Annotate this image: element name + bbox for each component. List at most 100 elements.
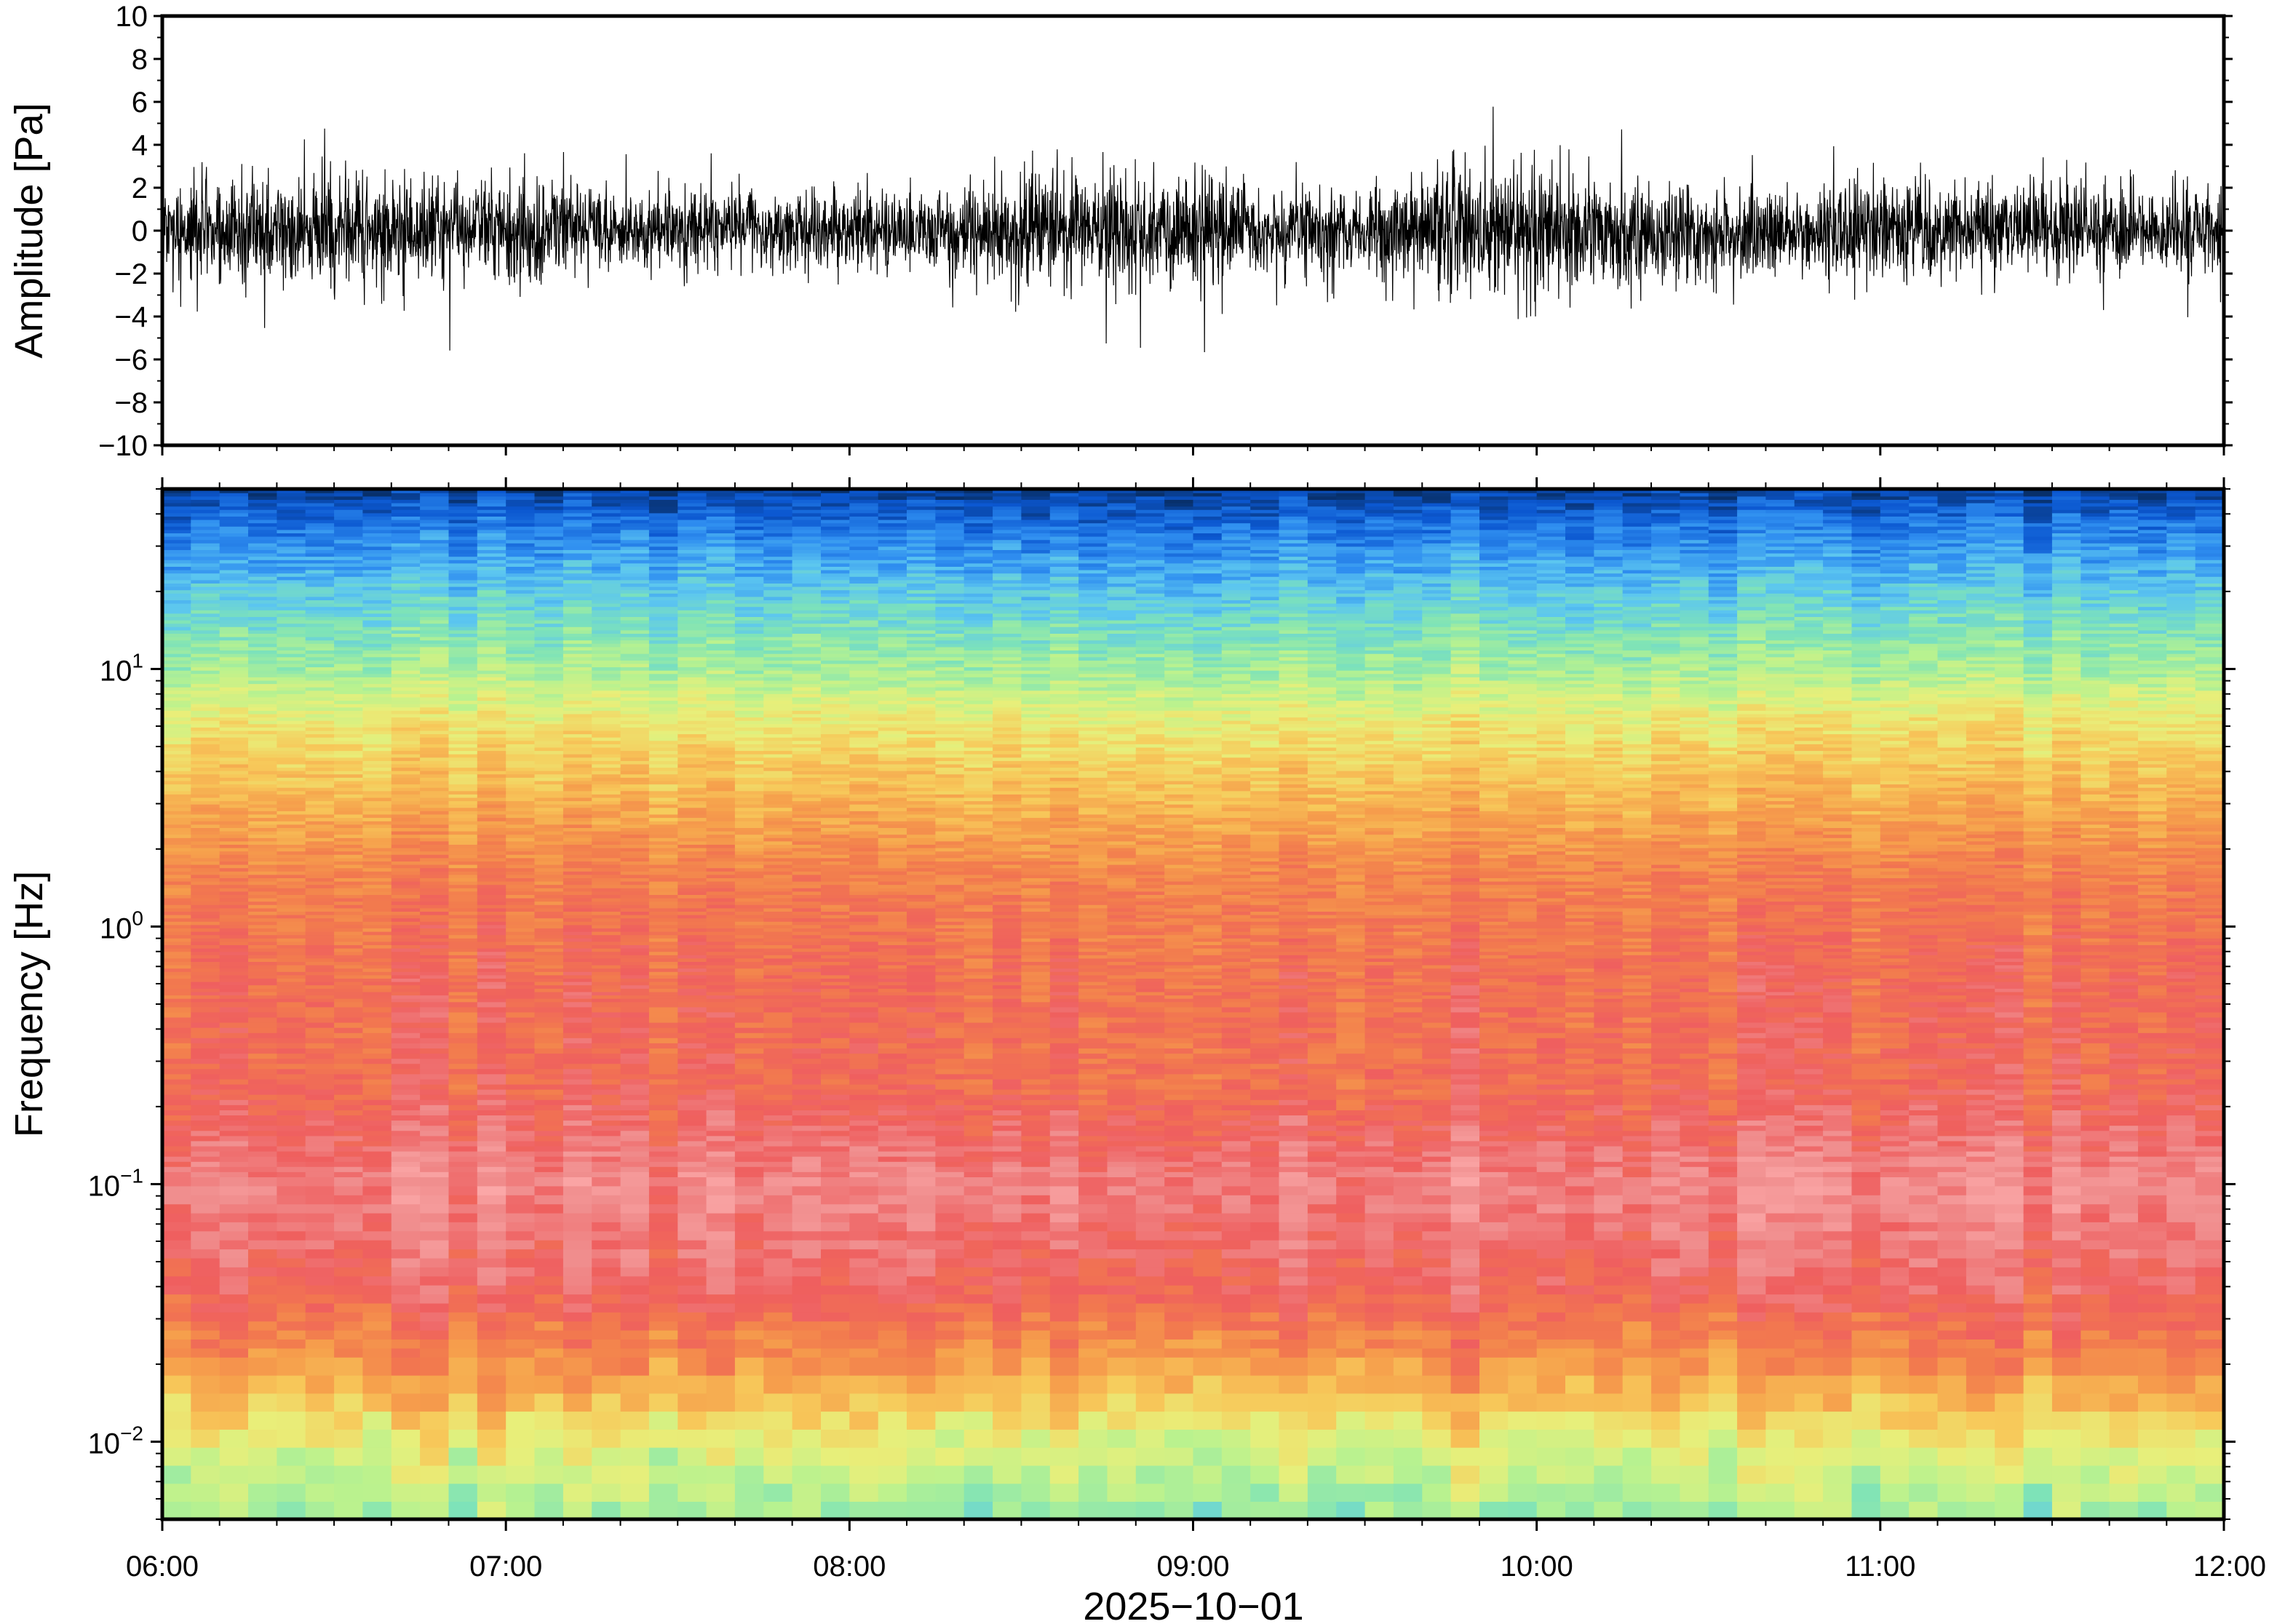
spectrogram-cell [792,1094,822,1100]
spectrogram-cell [648,1048,678,1054]
spectrogram-cell [506,784,536,788]
spectrogram-cell [391,1222,421,1232]
spectrogram-cell [248,690,278,694]
spectrogram-cell [420,767,450,771]
spectrogram-cell [534,964,564,969]
spectrogram-cell [248,1016,278,1023]
spectrogram-cell [792,981,822,986]
spectrogram-cell [219,763,249,768]
spectrogram-cell [219,626,249,631]
spectrogram-cell [191,495,220,500]
spectrogram-cell [620,653,650,658]
spectrogram-cell [677,800,707,805]
spectrogram-cell [448,854,478,859]
spectrogram-cell [763,1267,793,1277]
spectrogram-cell [477,813,506,819]
spectrogram-cell [248,533,278,537]
spectrogram-cell [734,499,764,503]
spectrogram-cell [362,790,392,795]
spectrogram-cell [792,904,822,909]
spectrogram-cell [420,723,450,728]
spectrogram-cell [305,1203,335,1214]
spectrogram-cell [191,629,220,634]
spectrogram-cell [506,877,536,882]
spectrogram-cell [534,1284,564,1295]
spectrogram-cell [191,623,220,627]
spectrogram-cell [763,844,793,848]
spectrogram-cell [648,1393,678,1412]
spectrogram-cell [734,951,764,955]
spectrogram-cell [391,1321,421,1331]
spectrogram-cell [334,864,364,869]
spectrogram-cell [191,1073,220,1080]
spectrogram-cell [534,529,564,533]
spectrogram-cell [477,596,506,600]
spectrogram-cell [506,888,536,892]
spectrogram-cell [706,794,736,798]
spectrogram-cell [763,543,793,547]
spectrogram-cell [506,770,536,775]
spectrogram-cell [277,914,306,919]
spectrogram-cell [219,1171,249,1177]
spectrogram-cell [477,1083,506,1090]
spectrogram-cell [162,690,192,694]
spectrogram-cell [477,1239,506,1250]
spectrogram-cell [420,1222,450,1232]
spectrogram-cell [706,1063,736,1070]
spectrogram-cell [305,750,335,755]
spectrogram-cell [563,1145,592,1152]
spectrogram-cell [677,1104,707,1110]
spectrogram-cell [563,1302,592,1313]
spectrogram-cell [448,911,478,915]
spectrogram-cell [648,784,678,788]
spectrogram-cell [592,763,621,768]
spectrogram-cell [563,1166,592,1172]
spectrogram-cell [620,877,650,882]
spectrogram-cell [592,984,621,989]
spectrogram-cell [219,576,249,581]
spectrogram-cell [305,928,335,932]
spectrogram-cell [677,1374,707,1394]
spectrogram-cell [763,552,793,557]
spectrogram-cell [448,629,478,634]
spectrogram-cell [706,1329,736,1340]
spectrogram-cell [391,669,421,674]
spectrogram-cell [563,744,592,748]
spectrogram-cell [391,921,421,926]
spectrogram-cell [734,894,764,899]
spectrogram-cell [334,579,364,584]
spectrogram-cell [334,991,364,996]
spectrogram-cell [734,991,764,996]
spectrogram-cell [477,736,506,741]
spectrogram-cell [534,1212,564,1222]
spectrogram-cell [191,968,220,972]
spectrogram-cell [162,602,192,608]
spectrogram-cell [277,1203,306,1214]
spectrogram-cell [277,526,306,530]
spectrogram-cell [219,1068,249,1075]
spectrogram-cell [592,921,621,926]
spectrogram-cell [420,1058,450,1064]
spectrogram-cell [648,543,678,547]
spectrogram-cell [706,1073,736,1080]
spectrogram-cell [391,784,421,788]
spectrogram-cell [362,1078,392,1085]
spectrogram-cell [219,958,249,962]
spectrogram-cell [391,884,421,888]
spectrogram-cell [391,1125,421,1131]
spectrogram-cell [563,854,592,859]
spectrogram-cell [305,978,335,982]
spectrogram-cell [792,907,822,912]
spectrogram-cell [305,1284,335,1295]
spectrogram-cell [219,938,249,942]
spectrogram-cell [448,767,478,771]
spectrogram-cell [305,968,335,972]
spectrogram-cell [191,610,220,614]
spectrogram-cell [448,914,478,919]
spectrogram-cell [563,1294,592,1304]
spectrogram-cell [420,696,450,701]
spectrogram-cell [792,884,822,888]
spectrogram-cell [277,1006,306,1013]
spectrogram-cell [448,851,478,855]
